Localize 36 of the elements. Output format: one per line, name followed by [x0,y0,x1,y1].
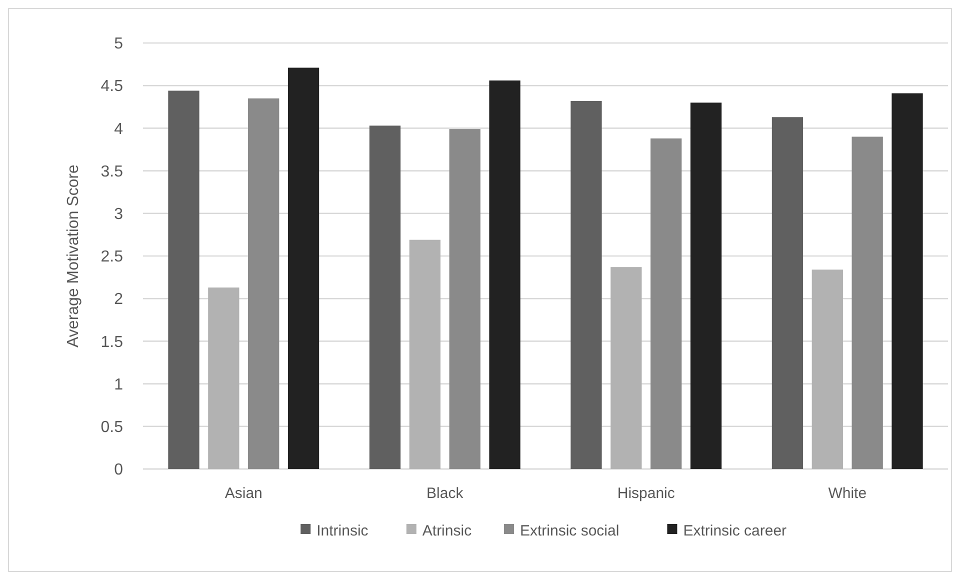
bar [288,68,320,469]
x-tick-label: Hispanic [617,485,676,502]
x-tick-label: White [828,485,867,502]
legend-label: Extrinsic career [683,522,787,540]
bar [409,240,440,469]
bar [369,126,401,469]
bar [690,102,722,469]
y-tick-label: 0.5 [100,419,124,436]
bar [489,80,520,469]
y-tick-label: 4.5 [100,78,124,96]
legend-label: Intrinsic [316,522,369,540]
bar [772,117,804,469]
x-tick-label: Black [426,485,464,502]
bar [892,93,923,469]
legend-label: Atrinsic [422,522,472,540]
y-tick-label: 3 [114,206,124,223]
legend-label: Extrinsic social [520,522,620,540]
bar [812,270,843,469]
y-tick-label: 1 [114,376,124,394]
bar [208,288,240,469]
y-tick-label: 5 [114,36,124,53]
y-tick-label: 2 [114,291,124,308]
bar [610,267,642,469]
bar [449,129,480,469]
y-axis-title: Average Motivation Score [65,164,82,348]
x-tick-label: Asian [224,485,262,502]
bar [570,100,602,469]
y-tick-label: 0 [114,462,124,479]
y-tick-label: 3.5 [100,163,124,180]
y-tick-label: 2.5 [100,248,124,266]
bar [650,138,682,469]
bar [168,90,200,469]
bar [852,136,883,469]
bar [248,98,280,469]
y-tick-label: 1.5 [100,334,124,351]
y-tick-label: 4 [114,120,124,138]
